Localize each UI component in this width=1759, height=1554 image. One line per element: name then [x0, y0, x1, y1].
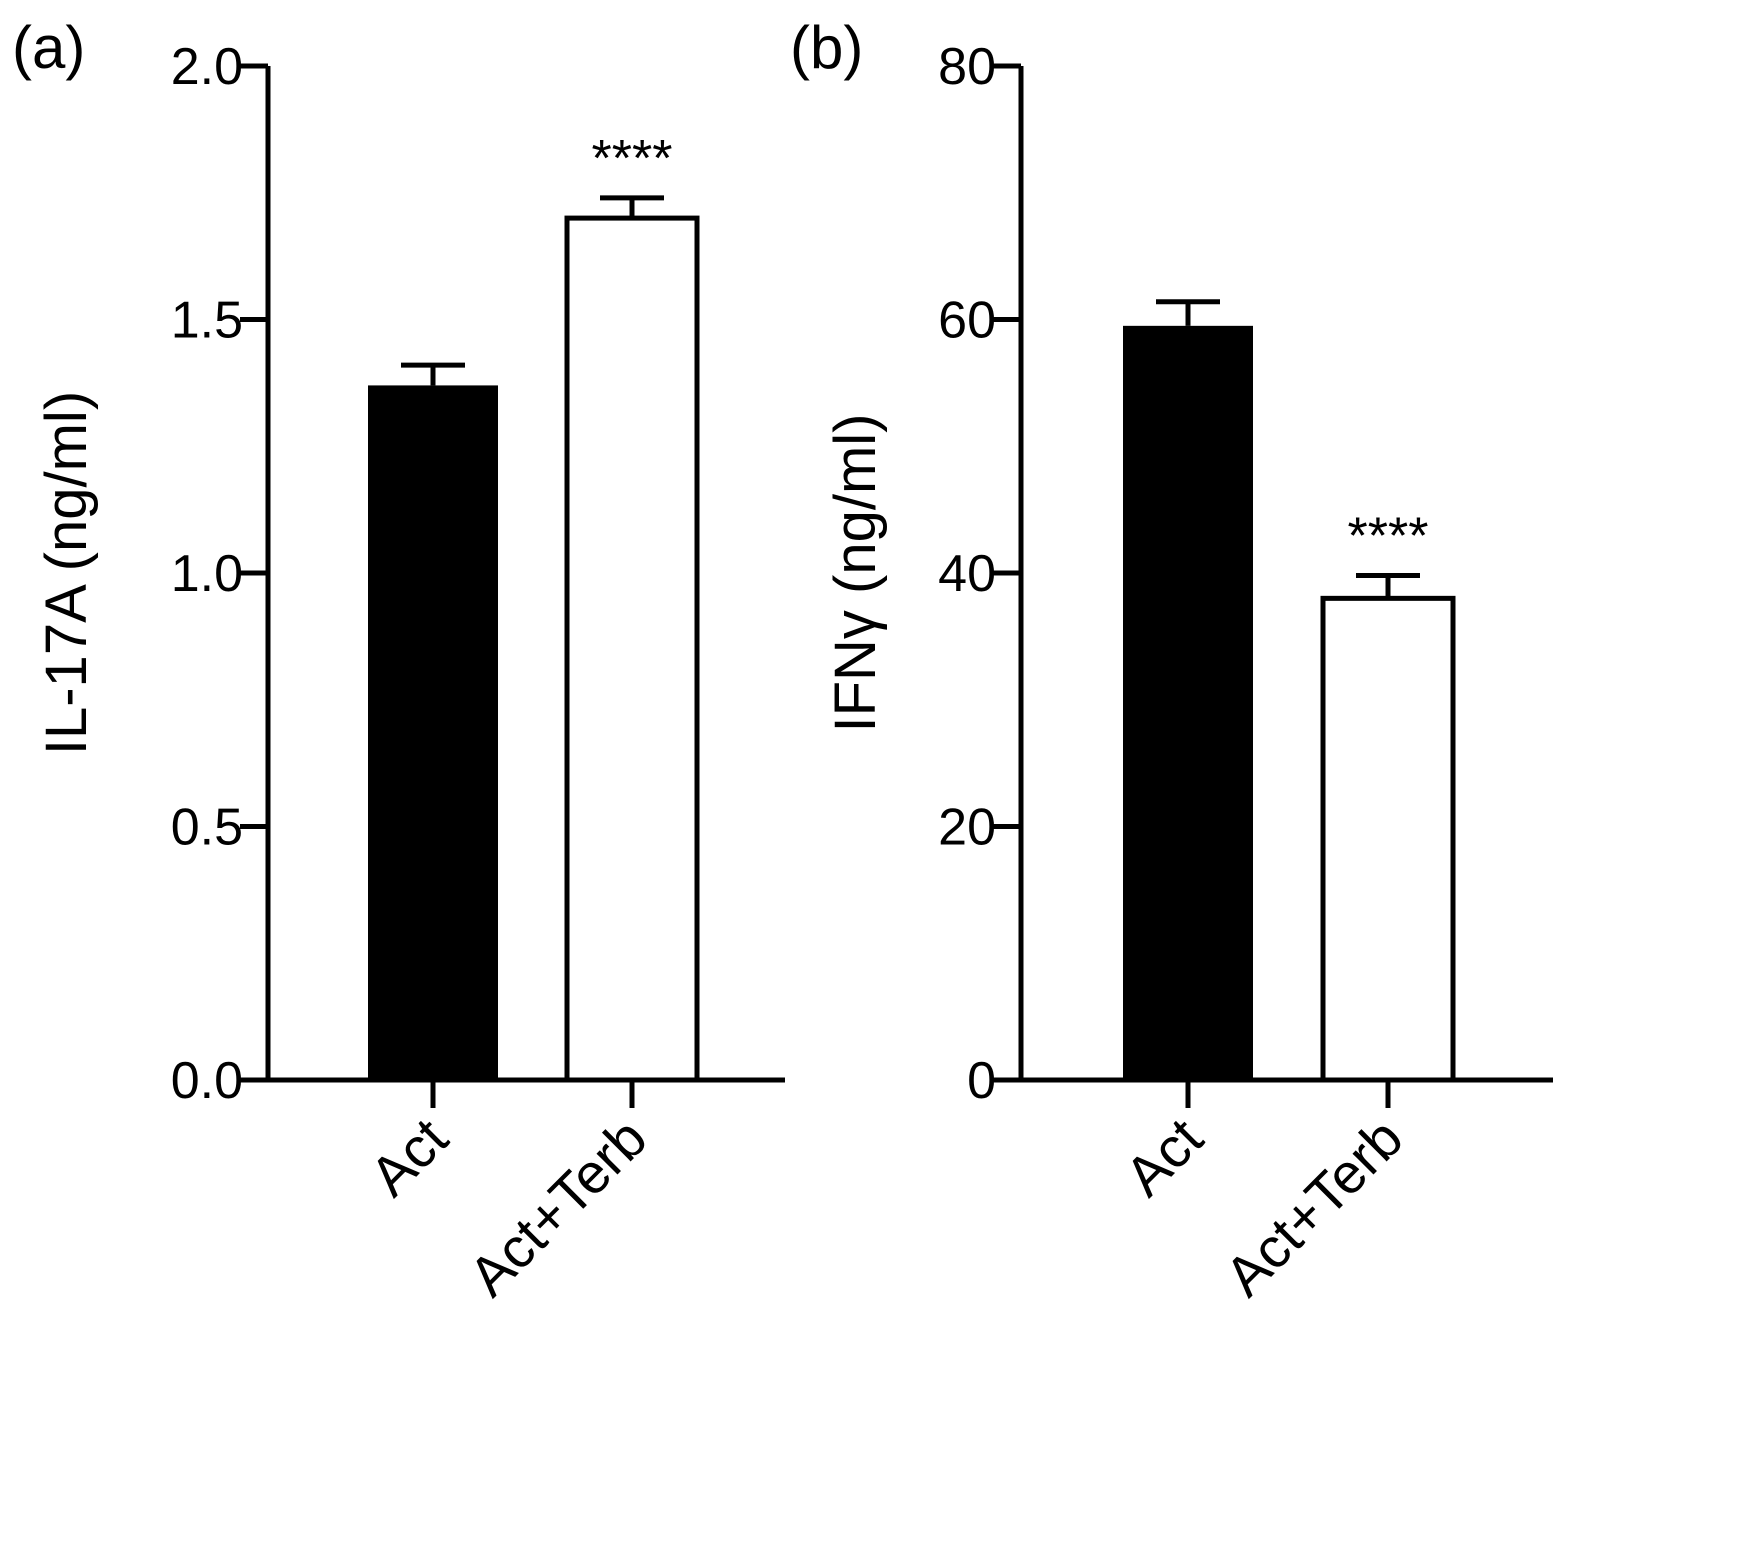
y-tick-label: 2.0	[171, 38, 243, 96]
panel-label: (b)	[790, 14, 863, 81]
y-tick-label: 60	[938, 292, 996, 350]
significance-marker: ****	[1348, 508, 1429, 566]
y-tick-label: 1.5	[171, 292, 243, 350]
significance-marker: ****	[592, 130, 673, 188]
bar-act-terb	[564, 215, 700, 1083]
y-tick-label: 20	[938, 799, 996, 857]
y-tick-label: 80	[938, 38, 996, 96]
y-axis-label: IFNγ (ng/ml)	[823, 414, 888, 733]
panel-label: (a)	[12, 14, 85, 81]
x-tick-label: Act+Terb	[1213, 1106, 1415, 1308]
x-tick-label: Act	[358, 1106, 460, 1208]
y-tick-label: 40	[938, 545, 996, 603]
y-tick-label: 0.0	[171, 1052, 243, 1110]
bar-act	[368, 385, 498, 1080]
y-tick-label: 1.0	[171, 545, 243, 603]
bar-act	[1123, 325, 1253, 1080]
x-tick-label: Act+Terb	[457, 1106, 659, 1308]
x-tick-label: Act	[1113, 1106, 1215, 1208]
y-axis-label: IL-17A (ng/ml)	[34, 391, 99, 755]
y-tick-label: 0.5	[171, 799, 243, 857]
y-tick-label: 0	[967, 1052, 996, 1110]
bar-act-terb	[1320, 595, 1456, 1083]
